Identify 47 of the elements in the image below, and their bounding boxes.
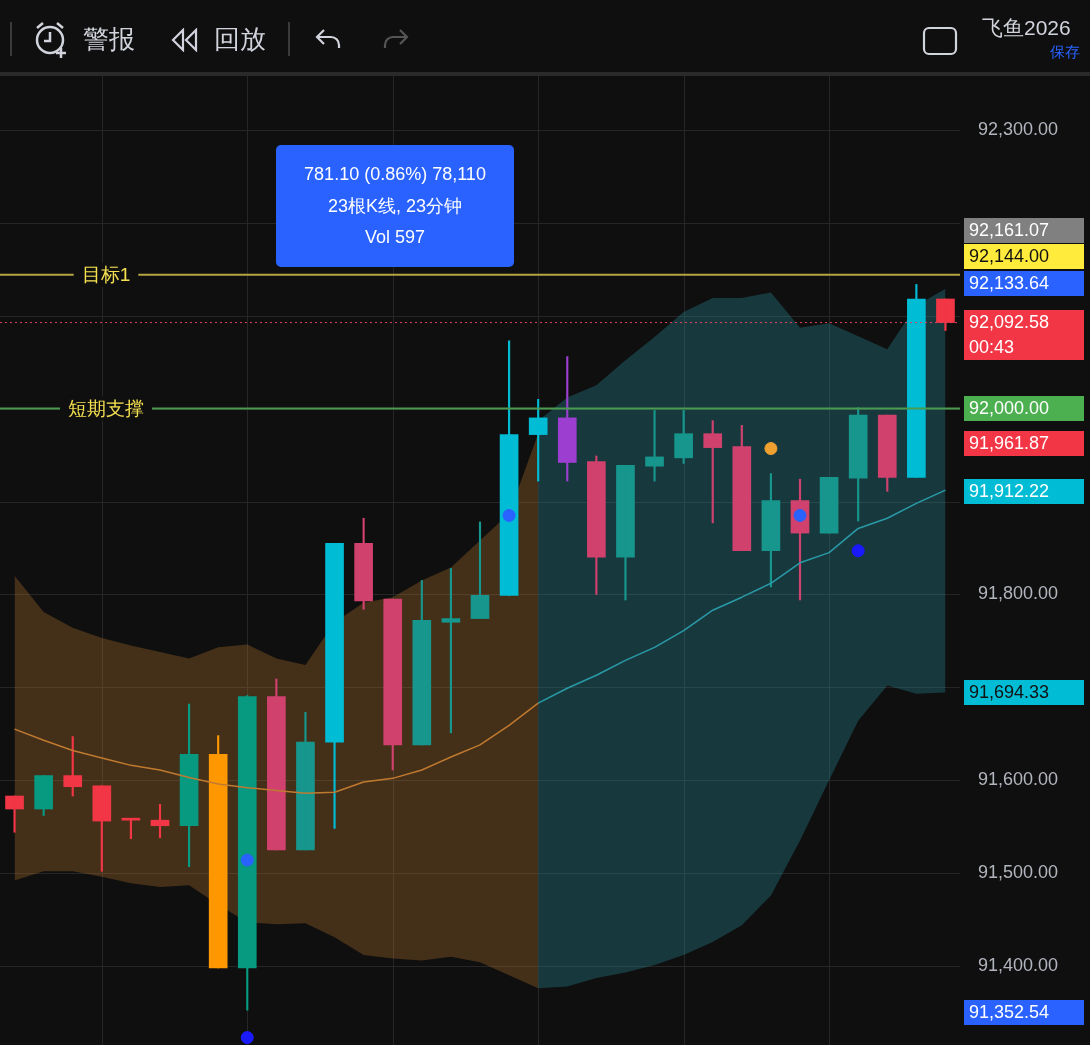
- y-tick-label: 91,800.00: [978, 583, 1059, 604]
- y-tick-label: 91,600.00: [978, 769, 1059, 790]
- annotation: 781.10 (0.86%) 78,110: [303, 164, 487, 185]
- candlestick: [354, 517, 373, 610]
- candlestick: [819, 477, 839, 534]
- point: [502, 508, 516, 522]
- candlestick: [877, 414, 897, 492]
- text: 92,092.58: [964, 310, 1084, 335]
- text: 91,912.22: [964, 479, 1084, 504]
- candlestick: [208, 735, 228, 969]
- candlestick: [587, 455, 606, 595]
- text: 91,352.54: [964, 1000, 1084, 1025]
- text: 飞鱼2026: [982, 15, 1071, 41]
- text: 92,133.64: [964, 271, 1084, 296]
- point: [764, 442, 778, 456]
- candlestick: [441, 568, 461, 734]
- point: [240, 853, 254, 867]
- annotation: Vol 597: [363, 227, 427, 248]
- candlestick: [732, 424, 752, 552]
- text: 警报: [83, 23, 135, 56]
- text: 91,694.33: [964, 680, 1084, 705]
- candlestick: [703, 420, 723, 524]
- point: [851, 544, 865, 558]
- y-tick-label: 91,500.00: [978, 862, 1059, 883]
- candlestick: [848, 407, 868, 522]
- y-tick-label: 91,400.00: [978, 955, 1059, 975]
- candlestick: [267, 678, 286, 851]
- candlestick: [412, 580, 432, 746]
- candlestick: [63, 736, 83, 797]
- ref-line-label: 短期支撑: [68, 397, 144, 419]
- y-tick-label: 92,300.00: [978, 118, 1059, 139]
- text: 00:43: [964, 335, 1084, 360]
- text: 92,000.00: [964, 396, 1084, 421]
- candlestick: [34, 775, 53, 816]
- text: 回放: [214, 23, 266, 56]
- candlestick: [907, 284, 926, 478]
- point: [240, 1031, 254, 1045]
- candlestick: [557, 356, 577, 482]
- candlestick: [92, 785, 112, 872]
- text: 保存: [1050, 43, 1080, 62]
- text: 92,144.00: [964, 244, 1084, 269]
- text: 92,161.07: [964, 218, 1084, 243]
- text: 91,961.87: [964, 431, 1084, 456]
- ref-line-label: 目标1: [81, 264, 131, 286]
- annotation: 23根K线, 23分钟: [326, 195, 464, 218]
- candlestick: [674, 410, 693, 464]
- candlestick: [383, 598, 403, 771]
